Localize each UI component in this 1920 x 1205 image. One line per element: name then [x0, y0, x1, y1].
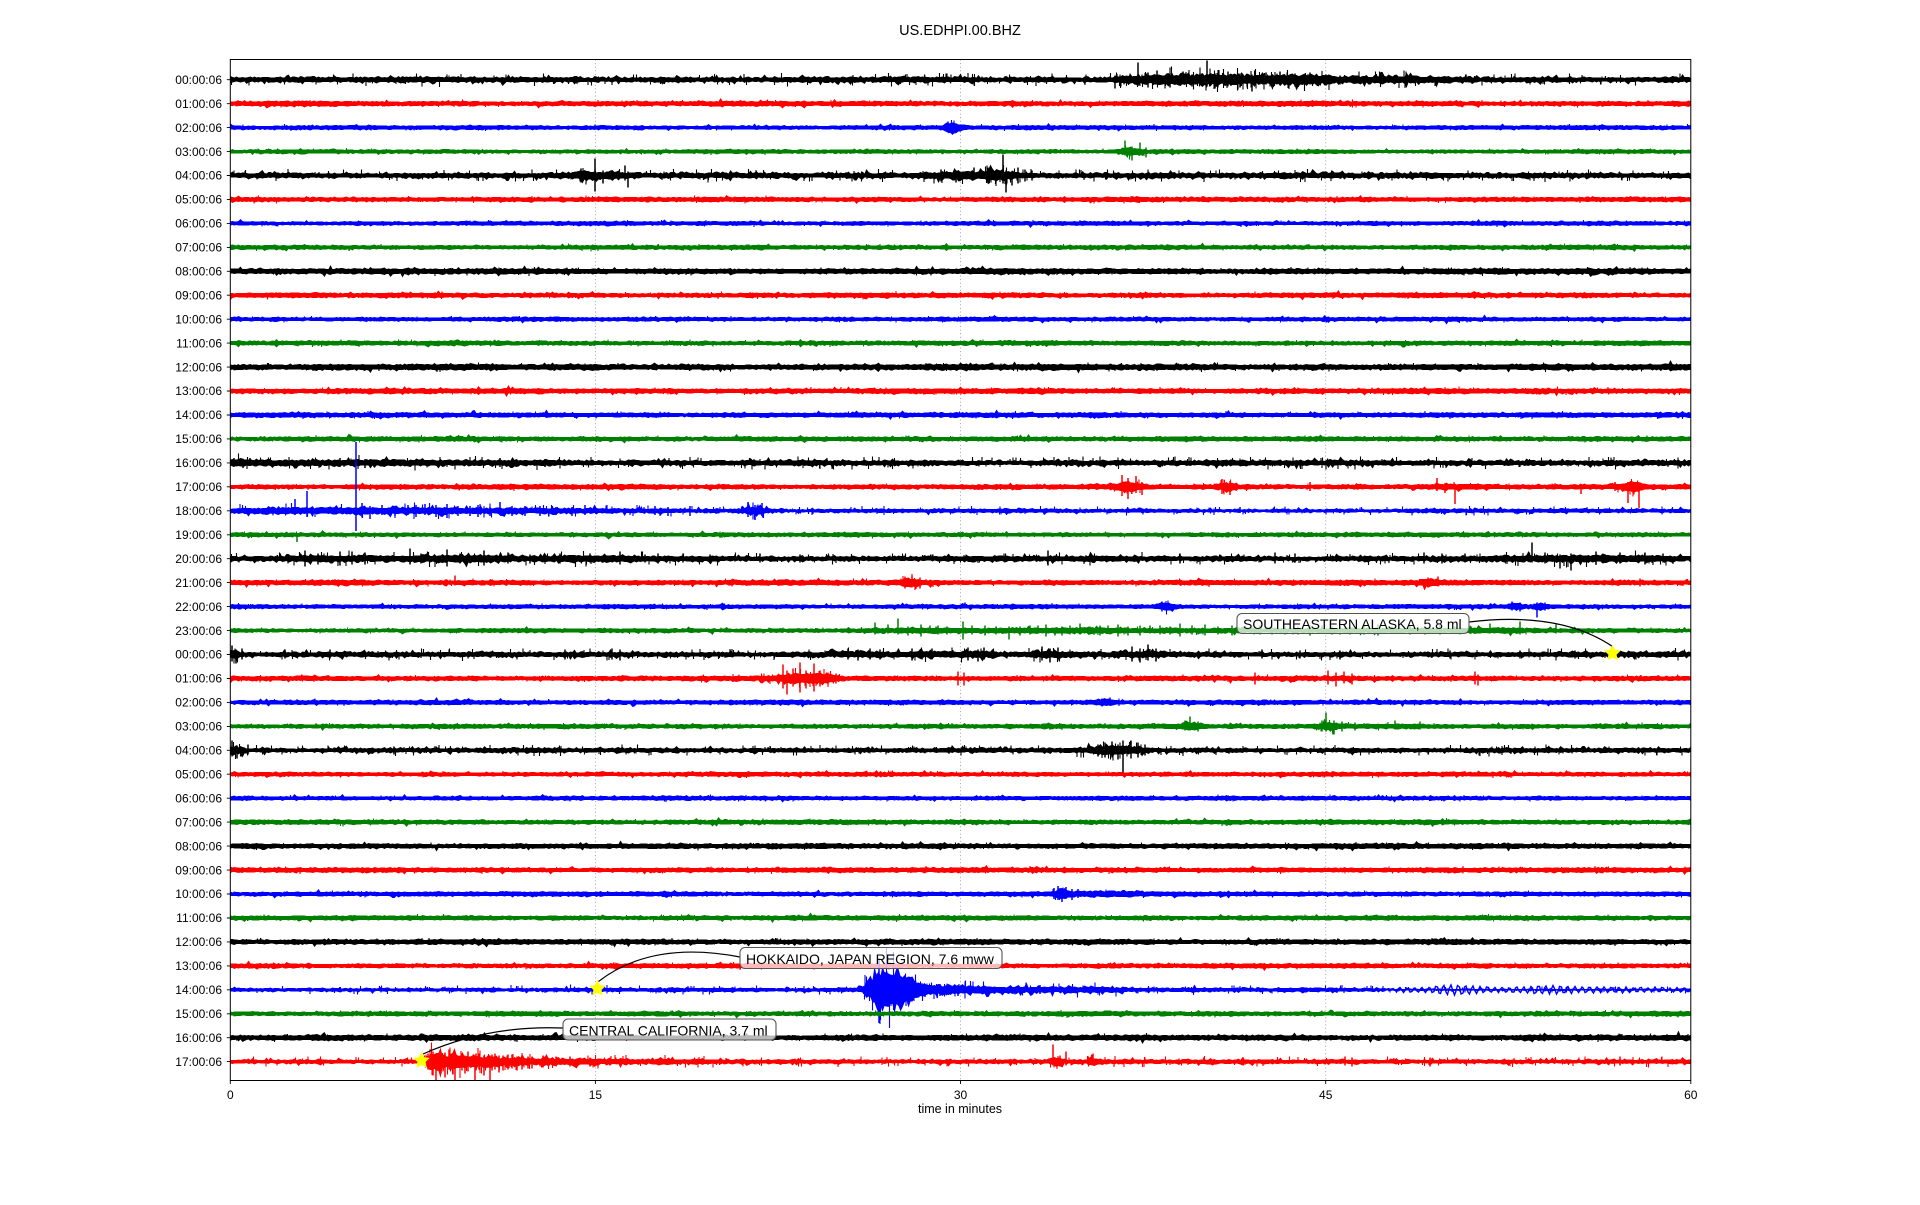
svg-text:11:00:06: 11:00:06	[176, 911, 222, 925]
svg-text:02:00:06: 02:00:06	[175, 121, 222, 135]
svg-text:60: 60	[1684, 1088, 1698, 1102]
svg-text:00:00:06: 00:00:06	[175, 73, 222, 87]
svg-text:22:00:06: 22:00:06	[175, 600, 222, 614]
svg-text:07:00:06: 07:00:06	[175, 815, 222, 829]
svg-text:04:00:06: 04:00:06	[175, 744, 222, 758]
svg-text:01:00:06: 01:00:06	[175, 97, 222, 111]
svg-text:04:00:06: 04:00:06	[175, 169, 222, 183]
svg-text:00:00:06: 00:00:06	[175, 648, 222, 662]
svg-text:03:00:06: 03:00:06	[175, 145, 222, 159]
svg-text:CENTRAL CALIFORNIA, 3.7 ml: CENTRAL CALIFORNIA, 3.7 ml	[569, 1023, 768, 1039]
svg-text:12:00:06: 12:00:06	[175, 360, 222, 374]
svg-text:19:00:06: 19:00:06	[175, 528, 222, 542]
svg-text:02:00:06: 02:00:06	[175, 696, 222, 710]
svg-text:09:00:06: 09:00:06	[175, 863, 222, 877]
svg-text:09:00:06: 09:00:06	[175, 288, 222, 302]
svg-text:03:00:06: 03:00:06	[175, 720, 222, 734]
svg-text:13:00:06: 13:00:06	[175, 959, 222, 973]
svg-text:21:00:06: 21:00:06	[175, 576, 222, 590]
svg-text:08:00:06: 08:00:06	[175, 839, 222, 853]
svg-text:0: 0	[227, 1088, 234, 1102]
svg-text:01:00:06: 01:00:06	[175, 672, 222, 686]
svg-text:45: 45	[1319, 1088, 1333, 1102]
svg-text:14:00:06: 14:00:06	[175, 408, 222, 422]
svg-text:13:00:06: 13:00:06	[175, 384, 222, 398]
svg-text:SOUTHEASTERN ALASKA, 5.8 ml: SOUTHEASTERN ALASKA, 5.8 ml	[1243, 616, 1462, 632]
svg-text:US.EDHPI.00.BHZ: US.EDHPI.00.BHZ	[899, 23, 1021, 39]
svg-text:16:00:06: 16:00:06	[175, 456, 222, 470]
svg-text:23:00:06: 23:00:06	[175, 624, 222, 638]
svg-text:18:00:06: 18:00:06	[175, 504, 222, 518]
svg-text:HOKKAIDO, JAPAN REGION, 7.6 mw: HOKKAIDO, JAPAN REGION, 7.6 mww	[746, 951, 995, 967]
svg-text:16:00:06: 16:00:06	[175, 1031, 222, 1045]
svg-text:15:00:06: 15:00:06	[175, 1007, 222, 1021]
svg-text:15: 15	[589, 1088, 603, 1102]
svg-text:12:00:06: 12:00:06	[175, 935, 222, 949]
svg-text:17:00:06: 17:00:06	[175, 1055, 222, 1069]
svg-text:15:00:06: 15:00:06	[175, 432, 222, 446]
svg-text:time in minutes: time in minutes	[918, 1102, 1002, 1116]
svg-text:05:00:06: 05:00:06	[175, 768, 222, 782]
svg-text:06:00:06: 06:00:06	[175, 217, 222, 231]
svg-text:30: 30	[954, 1088, 968, 1102]
svg-text:05:00:06: 05:00:06	[175, 193, 222, 207]
svg-text:10:00:06: 10:00:06	[175, 887, 222, 901]
svg-text:10:00:06: 10:00:06	[175, 312, 222, 326]
svg-text:06:00:06: 06:00:06	[175, 791, 222, 805]
svg-text:14:00:06: 14:00:06	[175, 983, 222, 997]
svg-text:20:00:06: 20:00:06	[175, 552, 222, 566]
svg-text:17:00:06: 17:00:06	[175, 480, 222, 494]
svg-text:08:00:06: 08:00:06	[175, 265, 222, 279]
svg-text:07:00:06: 07:00:06	[175, 241, 222, 255]
svg-text:11:00:06: 11:00:06	[176, 336, 222, 350]
